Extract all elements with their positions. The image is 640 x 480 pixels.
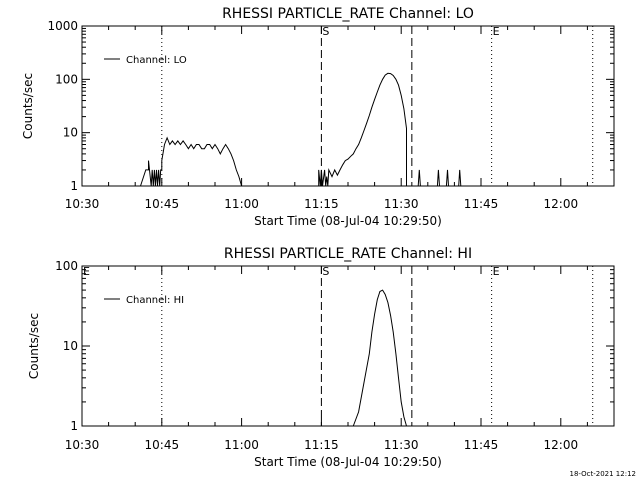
y-tick-label: 1: [70, 419, 78, 433]
x-axis-label: Start Time (08-Jul-04 10:29:50): [254, 214, 442, 228]
hi-channel-panel: RHESSI PARTICLE_RATE Channel: HI Counts/s…: [27, 246, 615, 469]
x-tick-label: 10:30: [65, 438, 100, 452]
x-tick-label: 11:15: [304, 197, 339, 211]
x-tick-label: 10:30: [65, 197, 100, 211]
y-tick-label: 10: [63, 339, 78, 353]
x-tick-label: 11:00: [224, 438, 259, 452]
chart-title: RHESSI PARTICLE_RATE Channel: LO: [222, 6, 474, 22]
y-tick-label: 100: [55, 259, 78, 273]
footer-timestamp: 18-Oct-2021 12:12: [570, 470, 636, 478]
y-tick-label: 1: [70, 179, 78, 193]
x-axis-label: Start Time (08-Jul-04 10:29:50): [254, 455, 442, 469]
y-tick-label: 100: [55, 72, 78, 86]
x-tick-label: 10:45: [145, 438, 180, 452]
legend-entry-label: Channel: LO: [126, 55, 187, 66]
x-tick-label: 10:45: [145, 197, 180, 211]
x-tick-label: 11:45: [464, 438, 499, 452]
series-line-lo: [140, 72, 462, 187]
legend-entry-label: Channel: HI: [126, 295, 184, 306]
x-tick-label: 11:15: [304, 438, 339, 452]
x-tick-label: 11:45: [464, 197, 499, 211]
lo-channel-panel: RHESSI PARTICLE_RATE Channel: LO Counts/s…: [21, 6, 615, 228]
y-axis-label: Counts/sec: [27, 313, 41, 379]
x-tick-label: 12:00: [544, 438, 579, 452]
event-marker-s: S: [322, 265, 329, 278]
event-marker-s: S: [322, 25, 329, 38]
series-line-hi: [352, 289, 407, 427]
y-tick-label: 1000: [47, 19, 78, 33]
x-tick-label: 12:00: [544, 197, 579, 211]
x-tick-label: 11:30: [384, 197, 419, 211]
event-marker-e: E: [493, 25, 500, 38]
x-tick-label: 11:00: [224, 197, 259, 211]
y-tick-label: 10: [63, 126, 78, 140]
event-marker-e: E: [493, 265, 500, 278]
x-tick-label: 11:30: [384, 438, 419, 452]
chart-title: RHESSI PARTICLE_RATE Channel: HI: [224, 246, 472, 262]
event-marker-e: E: [83, 265, 90, 278]
y-axis-label: Counts/sec: [21, 73, 35, 139]
